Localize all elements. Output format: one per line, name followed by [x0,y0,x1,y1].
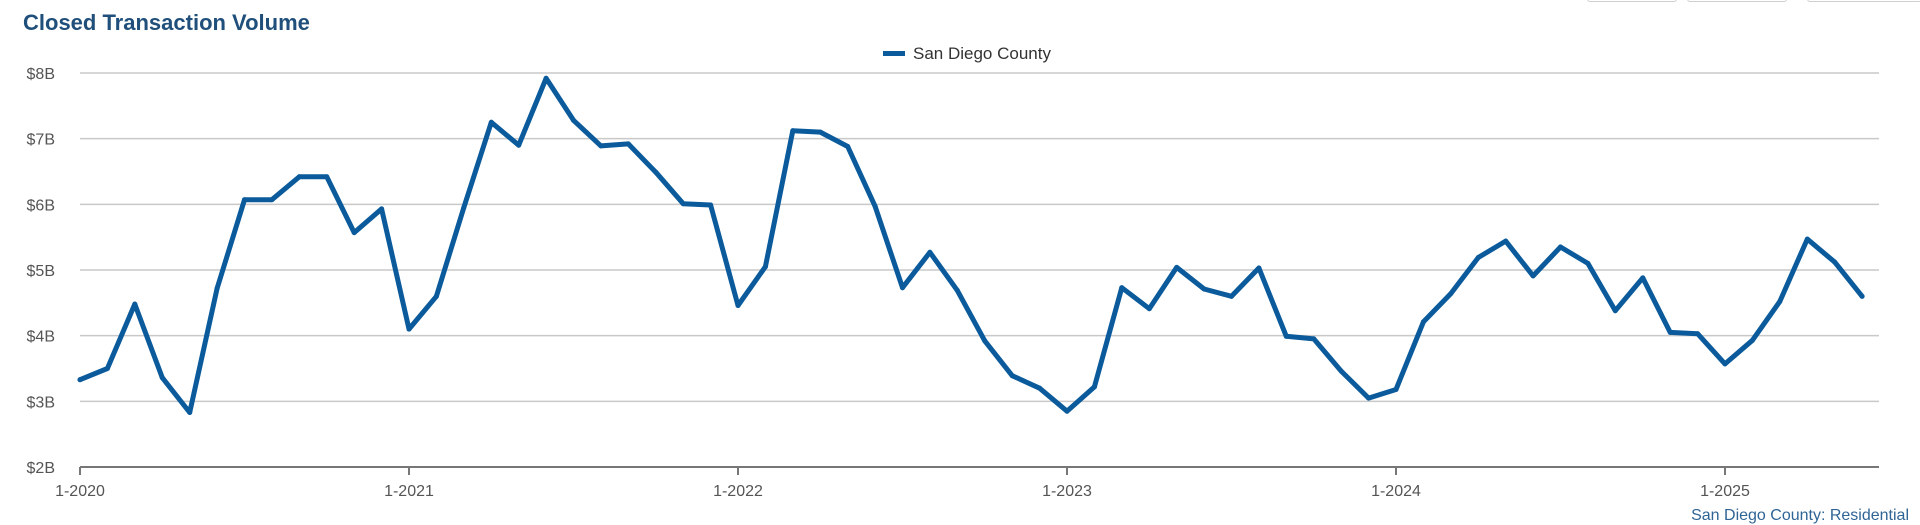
y-tick-label: $8B [27,66,55,83]
series-layer [77,75,1865,415]
data-point[interactable] [1174,264,1180,270]
y-axis-labels: $2B $3B $4B $5B $6B $7B $8B [27,66,55,477]
y-tick-label: $7B [27,132,55,149]
y-tick-label: $2B [27,460,55,477]
data-point[interactable] [1311,336,1317,342]
data-point[interactable] [680,201,686,207]
data-point[interactable] [1091,384,1097,390]
legend[interactable]: San Diego County [883,44,1051,63]
y-tick-label: $4B [27,329,55,346]
data-point[interactable] [1530,273,1536,279]
data-point[interactable] [900,285,905,291]
y-tick-label: $3B [27,394,55,411]
data-point[interactable] [1804,236,1810,242]
data-point[interactable] [187,410,193,415]
y-tick-label: $5B [27,263,55,280]
data-point[interactable] [1832,259,1838,265]
data-point[interactable] [1119,285,1125,291]
data-point[interactable] [1475,255,1481,260]
data-point[interactable] [1420,319,1426,325]
y-tick-label: $6B [27,197,55,214]
chart-title: Closed Transaction Volume [23,10,310,35]
data-point[interactable] [1749,337,1755,343]
data-point[interactable] [1859,293,1865,299]
data-point[interactable] [461,205,467,211]
x-tick-label: 1-2022 [713,483,763,500]
toolbar-tab[interactable] [1807,0,1920,2]
data-point[interactable] [571,117,576,123]
data-point[interactable] [1585,260,1591,266]
data-point[interactable] [735,303,741,308]
data-point[interactable] [762,264,768,270]
data-point[interactable] [324,174,330,180]
data-point[interactable] [296,174,302,180]
data-point[interactable] [625,141,631,147]
data-point[interactable] [1201,286,1207,292]
x-tick-label: 1-2021 [384,483,434,500]
data-point[interactable] [1229,293,1234,299]
data-point[interactable] [269,197,275,203]
data-point[interactable] [982,338,988,344]
data-point[interactable] [1640,275,1646,281]
legend-label: San Diego County [913,44,1051,63]
data-point[interactable] [1064,408,1070,414]
data-point[interactable] [351,230,357,236]
data-point[interactable] [1009,373,1015,379]
data-point[interactable] [1338,368,1344,374]
data-point[interactable] [845,144,851,149]
data-point[interactable] [1558,244,1563,250]
data-point[interactable] [543,75,549,81]
data-point[interactable] [872,203,878,209]
data-point[interactable] [1146,306,1152,312]
x-axis: 1-2020 1-2021 1-2022 1-2023 1-2024 1-2025 [55,466,1879,500]
data-point[interactable] [406,326,412,332]
data-point[interactable] [1448,291,1454,297]
data-point[interactable] [379,206,385,212]
x-tick-label: 1-2020 [55,483,105,500]
x-tick-label: 1-2023 [1042,483,1092,500]
series-line[interactable] [77,75,1865,415]
x-tick-label: 1-2025 [1700,483,1750,500]
data-point[interactable] [77,377,83,383]
data-point[interactable] [708,202,714,208]
data-point[interactable] [1722,361,1728,367]
data-point[interactable] [1256,265,1262,271]
data-point[interactable] [214,285,220,291]
data-point[interactable] [488,119,494,125]
data-point[interactable] [1612,308,1618,314]
data-point[interactable] [242,197,247,203]
data-point[interactable] [516,142,522,148]
data-point[interactable] [653,169,659,175]
data-point[interactable] [433,293,439,299]
data-point[interactable] [132,301,138,307]
data-point[interactable] [817,129,823,135]
data-point[interactable] [1695,331,1701,337]
grid-lines [80,72,1879,403]
data-point[interactable] [1283,333,1289,339]
data-point[interactable] [1777,299,1783,304]
data-point[interactable] [790,128,796,134]
data-point[interactable] [598,143,604,149]
source-label: San Diego County: Residential [1691,507,1909,524]
data-point[interactable] [1037,385,1043,391]
data-point[interactable] [159,375,165,381]
data-point[interactable] [1366,395,1372,401]
data-point[interactable] [927,249,933,255]
legend-swatch [883,51,905,56]
data-point[interactable] [954,287,960,293]
data-point[interactable] [1667,329,1673,335]
data-point[interactable] [1393,387,1399,392]
data-point[interactable] [104,366,110,371]
x-tick-label: 1-2024 [1371,483,1421,500]
data-point[interactable] [1503,238,1509,244]
